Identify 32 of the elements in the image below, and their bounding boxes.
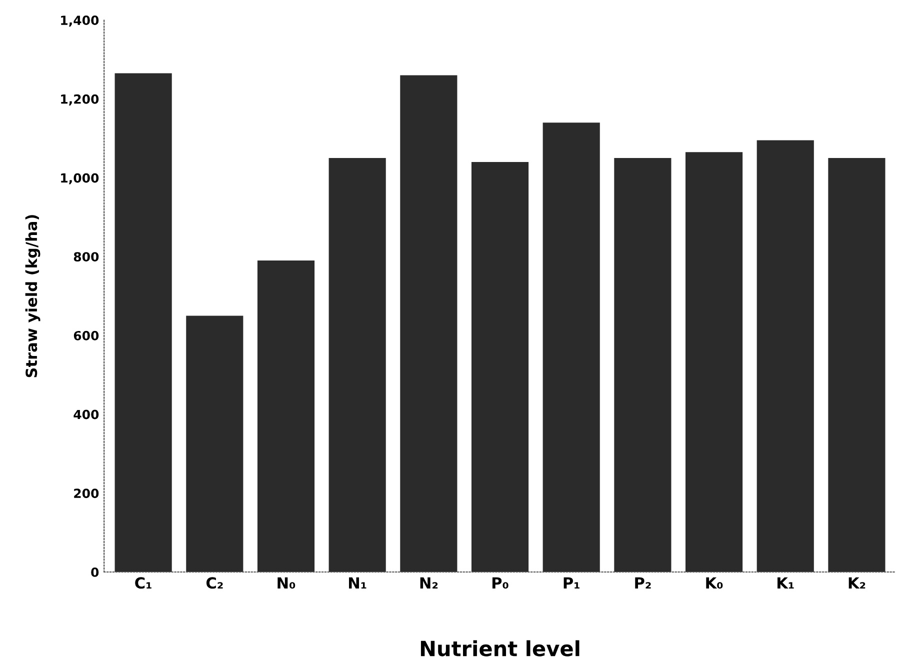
x-axis-title: Nutrient level — [420, 640, 580, 656]
x-tick-label: C₁ — [135, 577, 152, 589]
y-tick-label: 600 — [74, 330, 99, 340]
bar — [471, 162, 529, 572]
x-tick-label: K₂ — [848, 577, 866, 589]
y-axis-title: Straw yield (kg/ha) — [25, 215, 40, 378]
x-tick-label: P₁ — [564, 577, 580, 589]
bar — [257, 260, 315, 572]
x-tick-label: C₂ — [206, 577, 223, 589]
bar — [542, 122, 600, 572]
x-tick-label: P₀ — [492, 577, 508, 589]
bar — [400, 75, 458, 572]
bar — [828, 158, 886, 572]
x-tick-label: K₁ — [778, 577, 794, 589]
bar — [614, 158, 672, 572]
y-tick-label: 0 — [91, 567, 99, 577]
bar — [685, 152, 743, 572]
y-tick-label: 800 — [74, 252, 99, 262]
y-tick-label: 200 — [74, 488, 99, 498]
x-tick-label: K₀ — [706, 577, 723, 589]
y-tick-label: 1,000 — [61, 173, 99, 184]
y-tick-label: 400 — [74, 410, 99, 420]
bar — [114, 73, 172, 572]
bar — [756, 140, 814, 572]
bar — [328, 158, 386, 572]
x-tick-label: P₂ — [635, 577, 651, 589]
bar — [186, 316, 244, 572]
x-tick-label: N₀ — [278, 577, 296, 589]
y-tick-label: 1,200 — [61, 94, 99, 106]
x-tick-label: N₁ — [349, 577, 366, 589]
x-tick-label: N₂ — [420, 577, 438, 589]
y-tick-label: 1,400 — [61, 16, 99, 27]
